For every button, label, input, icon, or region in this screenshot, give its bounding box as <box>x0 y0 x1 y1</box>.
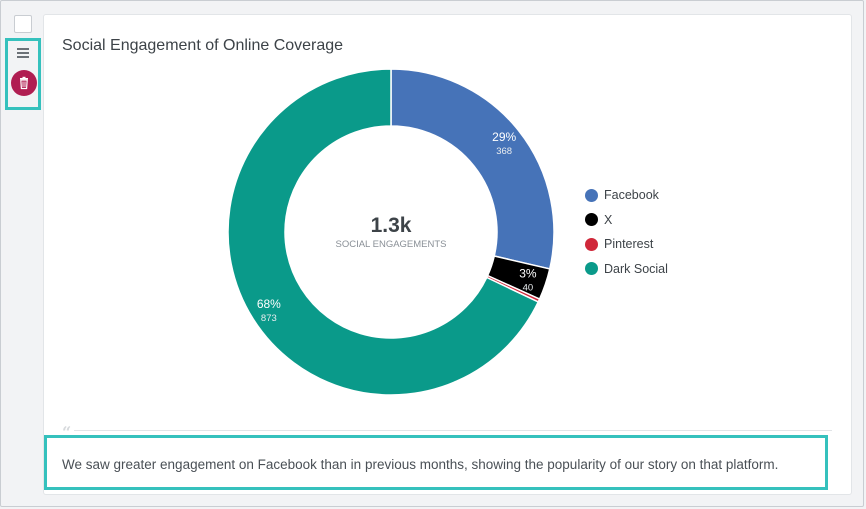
slice-percent-label: 3% <box>519 266 537 280</box>
chart-card: Social Engagement of Online Coverage 1.3… <box>44 15 851 494</box>
legend-item-x[interactable]: X <box>585 208 668 233</box>
legend-label: Facebook <box>604 188 659 203</box>
slice-value-label: 873 <box>261 313 277 324</box>
slice-facebook[interactable] <box>390 68 555 270</box>
center-label: SOCIAL ENGAGEMENTS <box>335 239 446 250</box>
delete-button[interactable] <box>11 70 37 96</box>
slice-value-label: 368 <box>496 146 512 157</box>
slice-dark-social[interactable] <box>227 68 540 396</box>
select-checkbox[interactable] <box>14 15 32 33</box>
legend-label: Dark Social <box>604 261 668 276</box>
legend-label: X <box>604 212 613 227</box>
slice-value-label: 40 <box>523 282 534 293</box>
hamburger-menu-icon[interactable] <box>15 46 31 60</box>
center-value: 1.3k <box>371 214 412 237</box>
legend-swatch <box>585 262 598 276</box>
legend-swatch <box>585 188 598 202</box>
chart-legend: Facebook X Pinterest Dark Social <box>585 183 668 281</box>
legend-item-pinterest[interactable]: Pinterest <box>585 232 668 257</box>
legend-label: Pinterest <box>604 237 654 252</box>
comment-box[interactable]: We saw greater engagement on Facebook th… <box>44 435 828 490</box>
slice-percent-label: 68% <box>257 297 281 311</box>
legend-item-dark-social[interactable]: Dark Social <box>585 257 668 282</box>
card-title: Social Engagement of Online Coverage <box>62 37 344 54</box>
divider <box>74 430 832 431</box>
legend-swatch <box>585 213 598 227</box>
legend-item-facebook[interactable]: Facebook <box>585 183 668 208</box>
quote-mark-icon: “ <box>62 423 71 442</box>
comment-text: We saw greater engagement on Facebook th… <box>62 457 779 472</box>
legend-swatch <box>585 237 598 251</box>
slice-percent-label: 29% <box>492 130 516 144</box>
widget-tool-panel <box>5 38 41 110</box>
trash-icon <box>20 76 28 90</box>
donut-chart: 1.3k SOCIAL ENGAGEMENTS 29% 368 3% 40 68% 873 <box>227 68 555 396</box>
